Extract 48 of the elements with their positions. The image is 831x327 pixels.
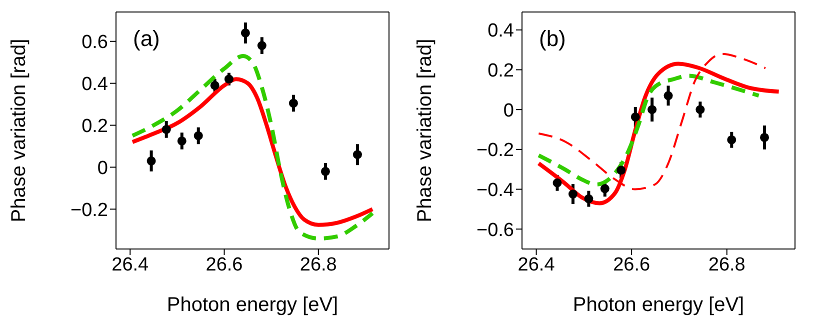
point (630, 112, 640, 122)
point (240, 28, 250, 38)
point (146, 156, 156, 166)
point (320, 166, 330, 176)
point (162, 124, 171, 134)
x-tick-label: 26.8 (300, 254, 337, 276)
point (210, 80, 220, 90)
x-tick-label: 26.6 (613, 254, 650, 276)
line-series (536, 74, 761, 186)
point (727, 135, 736, 144)
y-tick-label: 0.6 (82, 32, 108, 54)
point (288, 98, 298, 108)
point (552, 178, 562, 188)
y-tick-label: 0 (97, 158, 108, 179)
x-tick-label: 26.6 (206, 254, 243, 276)
x-tick-label: 26.4 (518, 254, 556, 276)
y-tick-label: −0.2 (476, 140, 514, 162)
y-tick-label: 0.4 (82, 74, 108, 96)
y-tick-label: 0 (503, 100, 514, 122)
y-tick-label: −0.2 (70, 200, 108, 221)
point (177, 136, 186, 146)
y-tick-label: −0.4 (476, 180, 514, 201)
point (584, 194, 594, 204)
x-tick-label: 26.8 (708, 254, 746, 276)
y-tick-label: 0.2 (82, 116, 108, 137)
point (616, 166, 626, 175)
x-axis-title: Photon energy [eV] (572, 294, 744, 316)
point (352, 150, 362, 160)
x-tick-label: 26.4 (112, 254, 150, 276)
point (194, 131, 203, 140)
point (224, 74, 234, 84)
point (696, 105, 705, 114)
annotation: (b) (539, 26, 566, 52)
annotation: (a) (133, 26, 160, 52)
line-series (130, 54, 375, 241)
point (568, 190, 578, 199)
x-axis-title: Photon energy [eV] (166, 294, 338, 316)
point (648, 105, 657, 114)
y-tick-label: 0.2 (488, 60, 514, 82)
y-tick-label: −0.6 (476, 220, 514, 241)
y-axis-title: Phase variation [rad] (8, 38, 30, 222)
point (257, 41, 266, 50)
point (664, 91, 673, 100)
point (760, 132, 770, 142)
y-axis-title: Phase variation [rad] (414, 38, 436, 222)
line-series (130, 77, 375, 227)
point (600, 184, 610, 194)
y-tick-label: 0.4 (488, 20, 514, 42)
